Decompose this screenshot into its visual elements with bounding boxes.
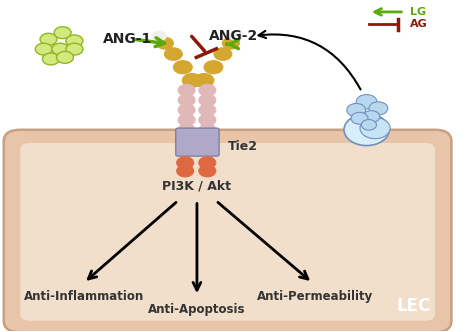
Circle shape [356, 95, 377, 109]
Circle shape [204, 61, 223, 74]
FancyBboxPatch shape [4, 130, 451, 332]
Circle shape [54, 27, 71, 39]
Circle shape [199, 165, 216, 177]
Circle shape [164, 48, 182, 60]
FancyArrowPatch shape [258, 31, 361, 90]
Circle shape [229, 31, 244, 41]
Text: Anti-Permeability: Anti-Permeability [256, 290, 373, 302]
Circle shape [52, 43, 69, 55]
Circle shape [178, 104, 195, 116]
Circle shape [182, 73, 202, 87]
Circle shape [178, 84, 195, 96]
Circle shape [177, 157, 194, 169]
Text: LG: LG [410, 7, 427, 17]
Circle shape [66, 35, 83, 47]
Circle shape [40, 33, 57, 45]
Circle shape [178, 94, 195, 106]
Circle shape [194, 73, 214, 87]
Circle shape [199, 157, 216, 169]
FancyBboxPatch shape [176, 128, 219, 156]
Circle shape [344, 114, 389, 146]
Circle shape [56, 51, 73, 63]
Circle shape [199, 104, 216, 116]
Circle shape [351, 112, 368, 124]
Circle shape [199, 94, 216, 106]
Circle shape [222, 37, 239, 49]
Text: AG: AG [410, 20, 428, 30]
Circle shape [173, 61, 192, 74]
Text: PI3K / Akt: PI3K / Akt [163, 179, 231, 192]
Text: Tie2: Tie2 [228, 140, 257, 153]
Circle shape [156, 37, 173, 49]
Circle shape [361, 120, 376, 130]
Circle shape [214, 48, 232, 60]
Circle shape [199, 84, 216, 96]
Circle shape [199, 114, 216, 126]
Circle shape [363, 111, 380, 123]
Text: Anti-Apoptosis: Anti-Apoptosis [148, 303, 246, 316]
Circle shape [178, 124, 195, 136]
Text: ANG-2: ANG-2 [209, 29, 258, 43]
Circle shape [199, 124, 216, 136]
Circle shape [66, 43, 83, 55]
Circle shape [152, 31, 166, 41]
Text: LEC: LEC [397, 297, 431, 315]
Text: Anti-Inflammation: Anti-Inflammation [24, 290, 144, 302]
Circle shape [369, 102, 388, 115]
Text: ANG-1: ANG-1 [103, 32, 152, 46]
Circle shape [360, 118, 390, 139]
Circle shape [177, 165, 194, 177]
Circle shape [178, 114, 195, 126]
Circle shape [42, 53, 59, 65]
Circle shape [36, 43, 52, 55]
FancyBboxPatch shape [20, 143, 435, 321]
Circle shape [347, 104, 365, 117]
